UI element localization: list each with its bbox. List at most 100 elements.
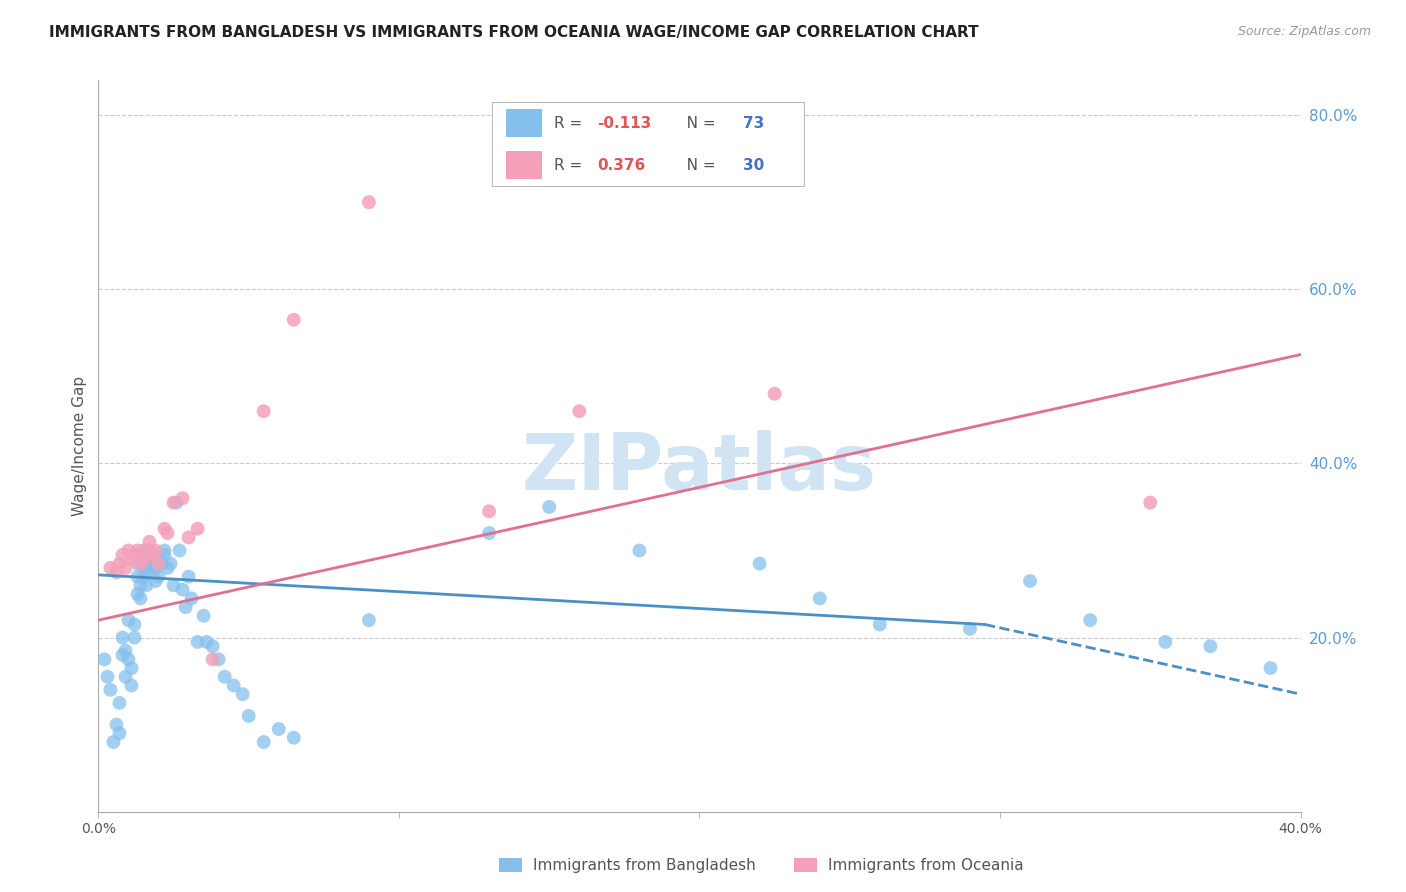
- Point: [108, 696, 131, 710]
- Point: [105, 717, 128, 731]
- Bar: [506, 110, 541, 137]
- Point: [169, 543, 191, 558]
- Point: [153, 543, 176, 558]
- Point: [141, 548, 163, 562]
- Point: [180, 591, 202, 606]
- Point: [253, 735, 276, 749]
- Point: [763, 386, 786, 401]
- Point: [1019, 574, 1042, 588]
- Point: [214, 670, 236, 684]
- Point: [283, 312, 305, 326]
- Point: [162, 495, 184, 509]
- Point: [117, 613, 139, 627]
- Point: [145, 561, 167, 575]
- Point: [1199, 640, 1222, 654]
- FancyBboxPatch shape: [492, 103, 804, 186]
- Point: [357, 195, 380, 210]
- Point: [177, 530, 200, 544]
- Point: [748, 557, 770, 571]
- Point: [138, 557, 160, 571]
- Point: [959, 622, 981, 636]
- Point: [267, 722, 290, 736]
- Point: [138, 543, 160, 558]
- Point: [232, 687, 254, 701]
- Text: ZIPatlas: ZIPatlas: [522, 430, 877, 506]
- Point: [121, 552, 143, 566]
- Point: [138, 534, 160, 549]
- Point: [135, 552, 157, 566]
- Bar: [499, 858, 522, 872]
- Text: Immigrants from Bangladesh: Immigrants from Bangladesh: [533, 858, 755, 872]
- Bar: [794, 858, 817, 872]
- Point: [201, 652, 224, 666]
- Point: [153, 548, 176, 562]
- Point: [141, 561, 163, 575]
- Point: [238, 709, 260, 723]
- Text: 0.376: 0.376: [598, 158, 645, 173]
- Point: [129, 578, 152, 592]
- Point: [568, 404, 591, 418]
- Point: [127, 587, 149, 601]
- Text: N =: N =: [672, 158, 720, 173]
- Point: [162, 578, 184, 592]
- Point: [117, 652, 139, 666]
- Point: [174, 600, 197, 615]
- Point: [156, 526, 179, 541]
- Text: N =: N =: [672, 116, 720, 131]
- Point: [114, 670, 136, 684]
- Point: [127, 569, 149, 583]
- Y-axis label: Wage/Income Gap: Wage/Income Gap: [72, 376, 87, 516]
- Point: [111, 548, 134, 562]
- Point: [1154, 635, 1177, 649]
- Point: [127, 557, 149, 571]
- Text: Source: ZipAtlas.com: Source: ZipAtlas.com: [1237, 25, 1371, 38]
- Point: [156, 561, 179, 575]
- Point: [105, 566, 128, 580]
- Point: [145, 574, 167, 588]
- Point: [208, 652, 231, 666]
- Point: [100, 682, 122, 697]
- Point: [357, 613, 380, 627]
- Point: [108, 726, 131, 740]
- Text: 73: 73: [742, 116, 763, 131]
- Point: [159, 557, 181, 571]
- Text: IMMIGRANTS FROM BANGLADESH VS IMMIGRANTS FROM OCEANIA WAGE/INCOME GAP CORRELATIO: IMMIGRANTS FROM BANGLADESH VS IMMIGRANTS…: [49, 25, 979, 40]
- Text: R =: R =: [554, 158, 588, 173]
- Point: [628, 543, 651, 558]
- Point: [129, 557, 152, 571]
- Point: [195, 635, 218, 649]
- Point: [135, 578, 157, 592]
- Point: [253, 404, 276, 418]
- Point: [127, 543, 149, 558]
- Point: [93, 652, 115, 666]
- Point: [103, 735, 125, 749]
- Bar: [506, 152, 541, 179]
- Point: [132, 569, 155, 583]
- Point: [114, 643, 136, 657]
- Text: Immigrants from Oceania: Immigrants from Oceania: [828, 858, 1024, 872]
- Point: [132, 557, 155, 571]
- Point: [478, 504, 501, 518]
- Point: [153, 522, 176, 536]
- Point: [172, 582, 194, 597]
- Point: [193, 608, 215, 623]
- Point: [222, 678, 245, 692]
- Point: [141, 548, 163, 562]
- Point: [117, 543, 139, 558]
- Point: [1139, 495, 1161, 509]
- Point: [187, 635, 209, 649]
- Point: [808, 591, 831, 606]
- Point: [145, 543, 167, 558]
- Point: [283, 731, 305, 745]
- Point: [111, 631, 134, 645]
- Point: [148, 557, 170, 571]
- Point: [135, 543, 157, 558]
- Point: [177, 569, 200, 583]
- Point: [187, 522, 209, 536]
- Point: [869, 617, 891, 632]
- Point: [124, 548, 146, 562]
- Text: R =: R =: [554, 116, 588, 131]
- Point: [129, 591, 152, 606]
- Point: [114, 561, 136, 575]
- Point: [1078, 613, 1101, 627]
